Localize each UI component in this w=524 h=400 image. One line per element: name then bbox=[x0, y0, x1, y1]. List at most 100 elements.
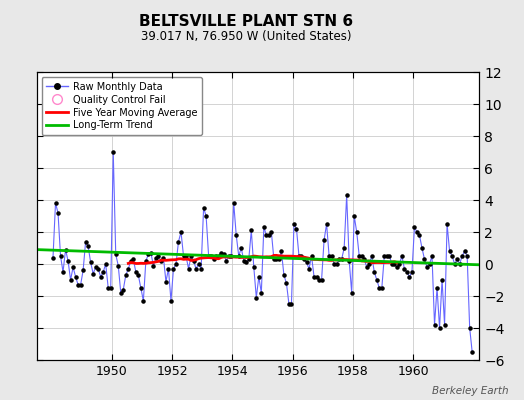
Point bbox=[227, 253, 235, 259]
Point bbox=[220, 251, 228, 258]
Point bbox=[445, 248, 454, 254]
Point bbox=[235, 253, 243, 259]
Point bbox=[440, 322, 449, 328]
Point bbox=[416, 232, 424, 238]
Point bbox=[315, 277, 323, 283]
Point bbox=[214, 253, 223, 259]
Point bbox=[267, 229, 276, 235]
Point bbox=[154, 253, 162, 259]
Point bbox=[132, 269, 140, 275]
Point bbox=[357, 253, 366, 259]
Point bbox=[265, 232, 273, 238]
Point bbox=[305, 266, 313, 272]
Point bbox=[255, 274, 263, 280]
Point bbox=[77, 282, 85, 288]
Point bbox=[328, 253, 336, 259]
Point bbox=[134, 272, 143, 278]
Point bbox=[405, 274, 413, 280]
Point bbox=[92, 264, 100, 270]
Point bbox=[129, 256, 137, 262]
Point bbox=[79, 267, 88, 274]
Point bbox=[207, 253, 215, 259]
Legend: Raw Monthly Data, Quality Control Fail, Five Year Moving Average, Long-Term Tren: Raw Monthly Data, Quality Control Fail, … bbox=[41, 77, 202, 135]
Point bbox=[86, 259, 95, 266]
Point bbox=[114, 262, 123, 269]
Point bbox=[455, 261, 464, 267]
Point bbox=[423, 264, 431, 270]
Point bbox=[345, 258, 353, 264]
Point bbox=[202, 213, 210, 219]
Point bbox=[375, 285, 384, 291]
Point bbox=[285, 301, 293, 307]
Point bbox=[438, 277, 446, 283]
Point bbox=[102, 261, 110, 267]
Point bbox=[347, 290, 356, 296]
Point bbox=[239, 258, 248, 264]
Point bbox=[350, 213, 358, 219]
Point bbox=[408, 269, 416, 275]
Point bbox=[224, 253, 233, 259]
Point bbox=[418, 245, 426, 251]
Point bbox=[468, 349, 476, 355]
Point bbox=[453, 256, 461, 262]
Point bbox=[104, 285, 113, 291]
Point bbox=[169, 266, 178, 272]
Point bbox=[367, 253, 376, 259]
Point bbox=[200, 205, 208, 211]
Point bbox=[172, 261, 180, 267]
Point bbox=[448, 253, 456, 259]
Point bbox=[249, 264, 258, 270]
Point bbox=[189, 258, 198, 264]
Point bbox=[365, 261, 374, 267]
Point bbox=[360, 256, 368, 262]
Point bbox=[245, 256, 253, 262]
Point bbox=[192, 266, 200, 272]
Point bbox=[164, 266, 172, 272]
Point bbox=[232, 232, 241, 238]
Point bbox=[112, 251, 120, 258]
Point bbox=[210, 256, 218, 262]
Point bbox=[430, 322, 439, 328]
Point bbox=[308, 253, 316, 259]
Point bbox=[252, 294, 260, 301]
Point bbox=[262, 232, 270, 238]
Point bbox=[212, 253, 221, 259]
Point bbox=[400, 266, 409, 272]
Point bbox=[194, 261, 203, 267]
Point bbox=[330, 261, 339, 267]
Point bbox=[302, 259, 311, 266]
Point bbox=[378, 285, 386, 291]
Text: 39.017 N, 76.950 W (United States): 39.017 N, 76.950 W (United States) bbox=[141, 30, 352, 43]
Point bbox=[325, 253, 333, 259]
Text: BELTSVILLE PLANT STN 6: BELTSVILLE PLANT STN 6 bbox=[139, 14, 353, 29]
Point bbox=[383, 253, 391, 259]
Point bbox=[395, 261, 403, 267]
Point bbox=[54, 210, 62, 216]
Point bbox=[182, 253, 190, 259]
Point bbox=[443, 221, 451, 227]
Point bbox=[270, 256, 278, 262]
Point bbox=[282, 280, 291, 286]
Point bbox=[197, 266, 205, 272]
Point bbox=[162, 278, 170, 285]
Point bbox=[433, 285, 441, 291]
Point bbox=[96, 274, 105, 280]
Point bbox=[403, 269, 411, 275]
Point bbox=[84, 243, 92, 250]
Point bbox=[157, 258, 165, 264]
Point bbox=[242, 259, 250, 266]
Point bbox=[280, 272, 288, 278]
Point bbox=[204, 253, 213, 259]
Point bbox=[388, 261, 396, 267]
Point bbox=[335, 256, 343, 262]
Point bbox=[312, 274, 321, 280]
Point bbox=[71, 274, 80, 280]
Point bbox=[147, 250, 155, 256]
Point bbox=[343, 192, 351, 198]
Point bbox=[116, 290, 125, 296]
Point bbox=[139, 298, 148, 304]
Point bbox=[106, 285, 115, 291]
Point bbox=[94, 266, 102, 272]
Text: Berkeley Earth: Berkeley Earth bbox=[432, 386, 508, 396]
Point bbox=[167, 298, 175, 304]
